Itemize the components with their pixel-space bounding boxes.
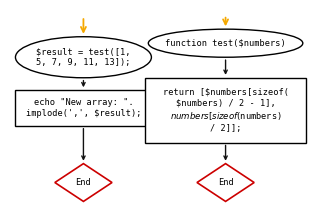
Polygon shape	[55, 164, 112, 201]
Text: $result = test([1,
5, 7, 9, 11, 13]);: $result = test([1, 5, 7, 9, 11, 13]);	[36, 47, 131, 67]
Ellipse shape	[15, 37, 151, 78]
Text: End: End	[76, 178, 91, 187]
Polygon shape	[197, 164, 254, 201]
Ellipse shape	[148, 29, 303, 57]
FancyBboxPatch shape	[15, 90, 151, 126]
Text: return [$numbers[sizeof(
$numbers) / 2 - 1],
$numbers[sizeof($numbers)
/ 2]];: return [$numbers[sizeof( $numbers) / 2 -…	[163, 87, 289, 133]
Text: echo "New array: ".
implode(',', $result);: echo "New array: ". implode(',', $result…	[26, 98, 141, 118]
Text: End: End	[218, 178, 233, 187]
FancyBboxPatch shape	[145, 78, 306, 143]
Text: function test($numbers): function test($numbers)	[165, 39, 286, 48]
